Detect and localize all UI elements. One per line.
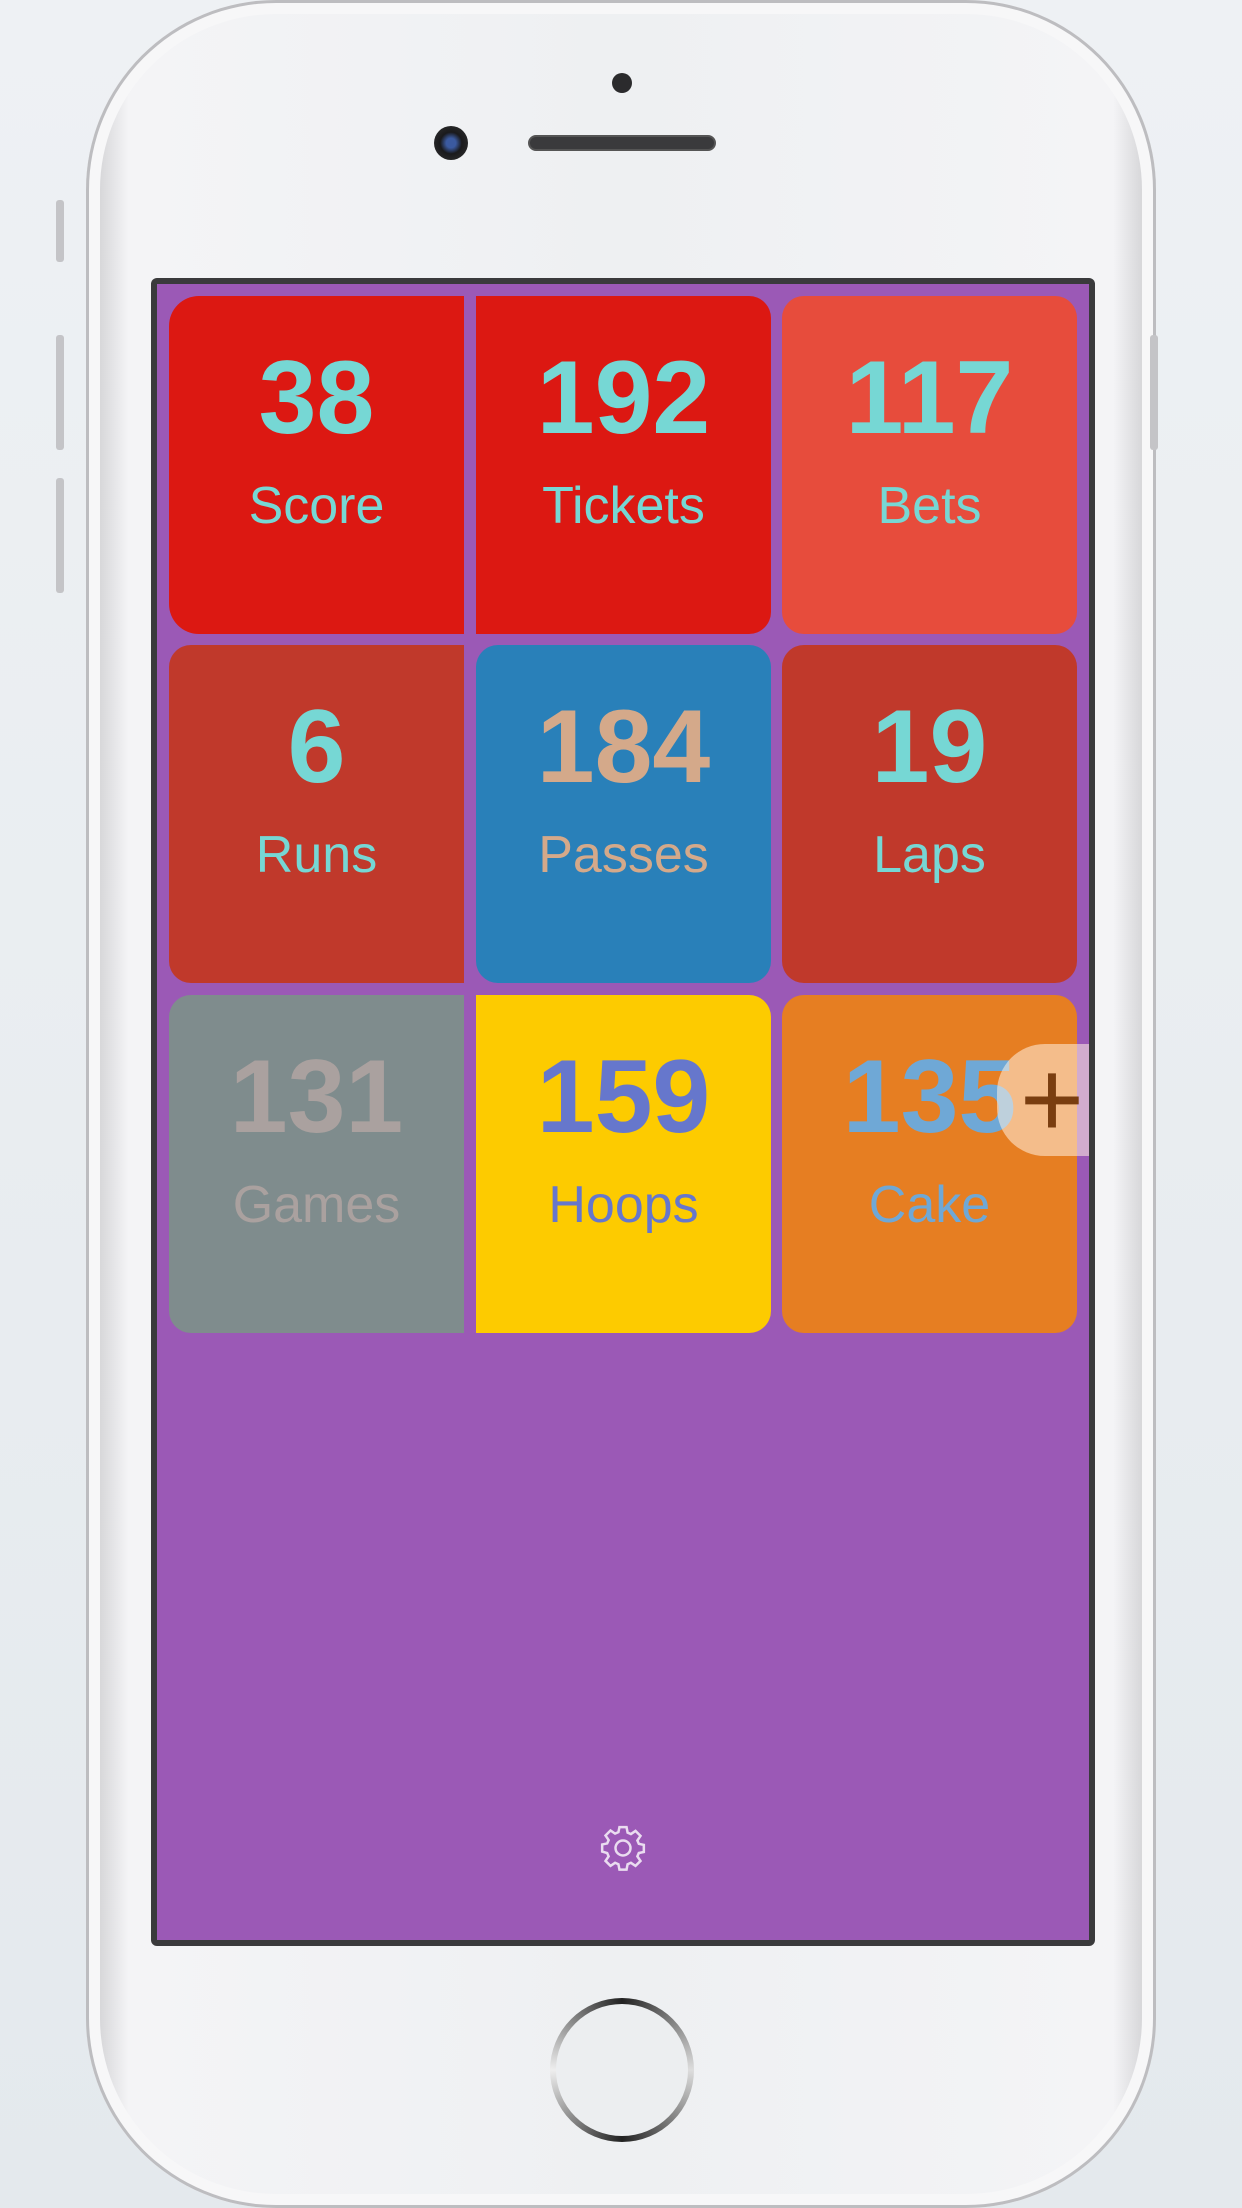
volume-down-button: [56, 478, 64, 593]
counter-tile-bets[interactable]: 117 Bets: [782, 296, 1077, 634]
counter-tile-hoops[interactable]: 159 Hoops: [476, 995, 771, 1333]
add-counter-button[interactable]: +: [997, 1044, 1089, 1156]
gear-icon[interactable]: [598, 1823, 648, 1873]
counter-value: 6: [287, 689, 346, 805]
counter-value: 192: [536, 340, 711, 456]
counter-value: 19: [871, 689, 988, 805]
counter-tile-passes[interactable]: 184 Passes: [476, 645, 771, 983]
counter-label: Score: [248, 477, 385, 535]
counter-label: Hoops: [548, 1176, 699, 1234]
app-background: 38 Score 192 Tickets 117 Bets 6 Runs 184 Passes 19…: [157, 284, 1089, 1940]
counter-tile-runs[interactable]: 6 Runs: [169, 645, 464, 983]
home-button[interactable]: [550, 1998, 694, 2142]
mute-switch: [56, 200, 64, 262]
counter-label: Passes: [538, 826, 709, 884]
counter-label: Tickets: [542, 477, 705, 535]
plus-icon: +: [1019, 1038, 1085, 1161]
counter-label: Laps: [873, 826, 986, 884]
proximity-sensor: [612, 73, 632, 93]
counter-tile-score[interactable]: 38 Score: [169, 296, 464, 634]
earpiece-speaker: [528, 135, 716, 151]
counter-value: 159: [536, 1039, 711, 1155]
counter-tile-laps[interactable]: 19 Laps: [782, 645, 1077, 983]
counter-value: 184: [536, 689, 711, 805]
counter-label: Bets: [877, 477, 982, 535]
power-button: [1150, 335, 1158, 450]
counter-tile-games[interactable]: 131 Games: [169, 995, 464, 1333]
screen: 38 Score 192 Tickets 117 Bets 6 Runs 184 Passes 19…: [151, 278, 1095, 1946]
counter-label: Runs: [255, 826, 378, 884]
counter-value: 38: [258, 340, 375, 456]
counter-label: Games: [232, 1176, 401, 1234]
counter-value: 117: [845, 340, 1014, 456]
counter-tile-tickets[interactable]: 192 Tickets: [476, 296, 771, 634]
front-camera: [434, 126, 468, 160]
counter-label: Cake: [868, 1176, 991, 1234]
counter-value: 135: [842, 1039, 1017, 1155]
counter-value: 131: [229, 1039, 404, 1155]
volume-up-button: [56, 335, 64, 450]
